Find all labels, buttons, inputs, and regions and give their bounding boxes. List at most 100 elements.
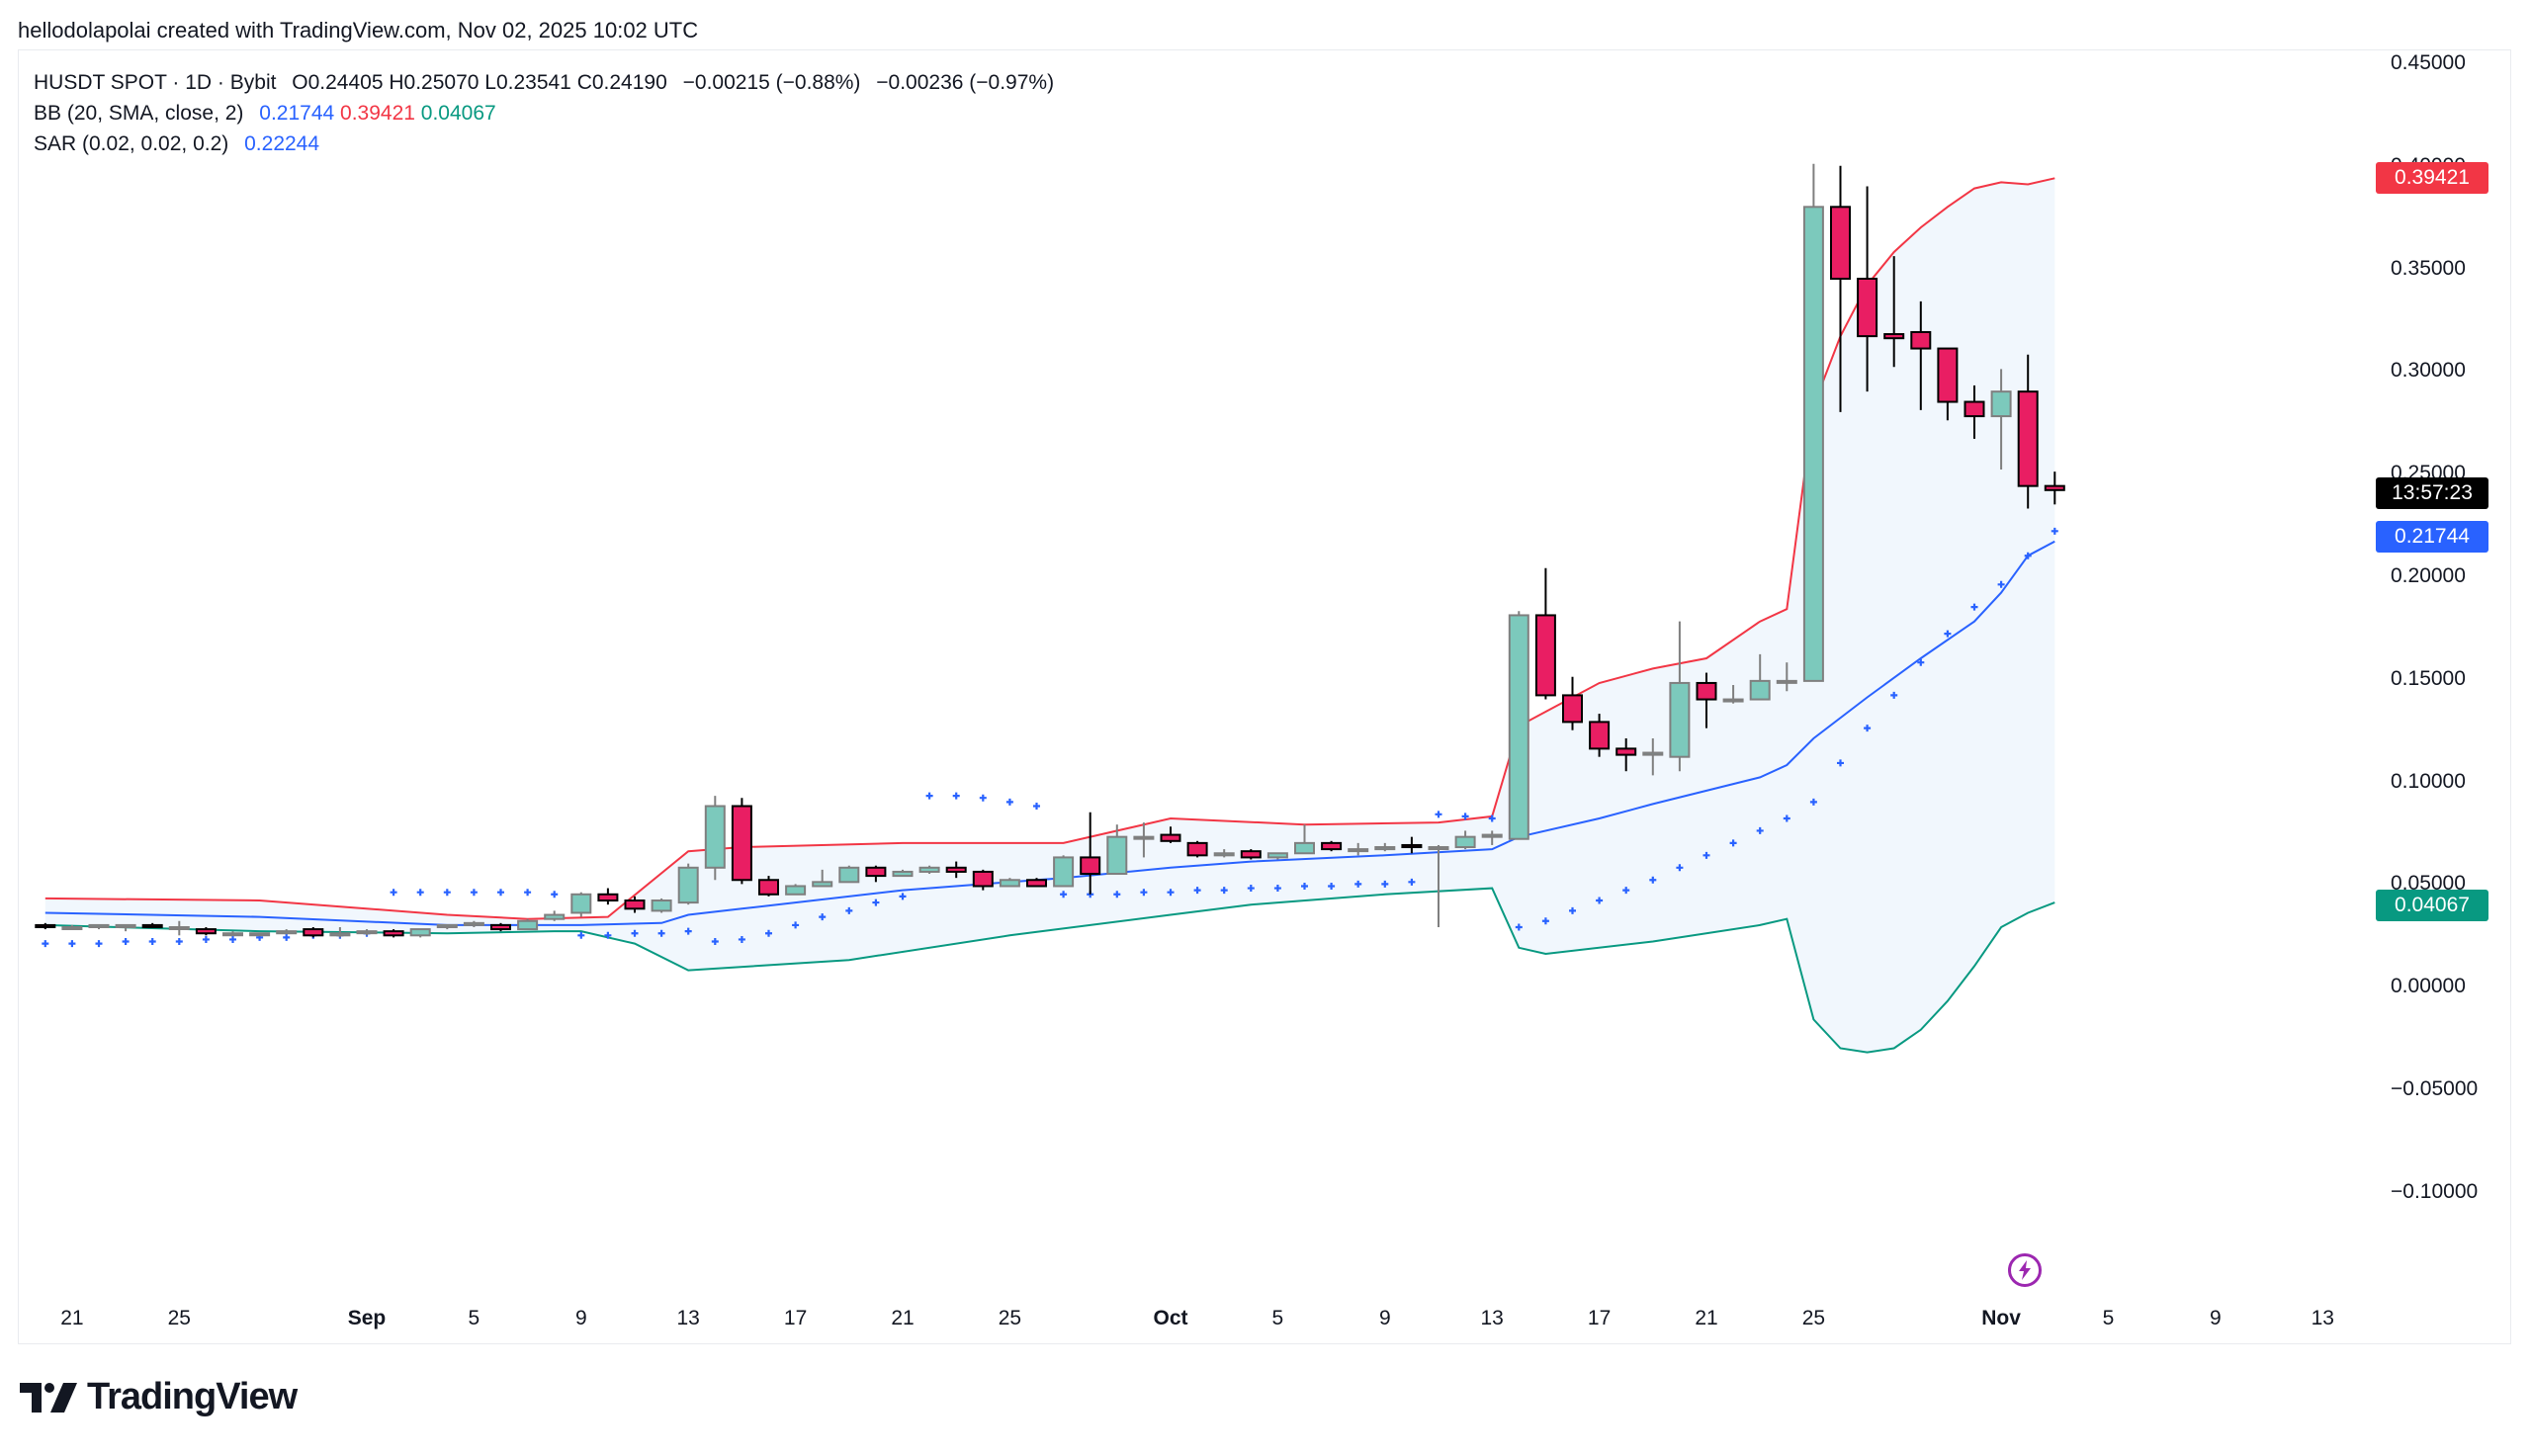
tradingview-logo-icon xyxy=(20,1382,77,1413)
sar-dot xyxy=(925,792,933,800)
sar-dot xyxy=(1515,923,1523,931)
candle-down xyxy=(1562,694,1583,724)
sar-dot xyxy=(1649,876,1657,884)
candle-down xyxy=(1615,747,1637,756)
bar-countdown-tag: 13:57:23 xyxy=(2376,476,2488,509)
candle-up xyxy=(61,925,83,930)
candle-up xyxy=(115,923,136,928)
tradingview-logo[interactable]: TradingView xyxy=(20,1376,298,1418)
sar-dot xyxy=(1997,580,2005,588)
candle-up xyxy=(1749,679,1771,701)
candle-down xyxy=(1240,850,1262,859)
sar-dot xyxy=(443,889,451,897)
sar-dot xyxy=(1596,897,1604,904)
sar-dot xyxy=(175,938,183,946)
change-value-2: −0.00236 (−0.97%) xyxy=(876,71,1055,94)
lightning-event-icon[interactable] xyxy=(2008,1253,2042,1287)
candle-up xyxy=(1133,835,1155,840)
candle-up xyxy=(785,885,807,896)
sar-dot xyxy=(283,933,291,941)
candle-down xyxy=(383,930,404,937)
price-tick: 0.00000 xyxy=(2391,975,2466,998)
sar-dot xyxy=(1354,880,1362,888)
price-tick: 0.45000 xyxy=(2391,51,2466,74)
sar-dot xyxy=(872,899,880,906)
sar-dot xyxy=(122,938,130,946)
time-tick: 5 xyxy=(2102,1307,2115,1329)
sar-dot xyxy=(765,929,772,937)
time-tick: 13 xyxy=(676,1307,700,1329)
candle-up xyxy=(704,805,726,869)
candle-up xyxy=(88,923,110,928)
candle-up xyxy=(892,870,914,878)
sar-dot xyxy=(711,938,719,946)
price-tick: 0.05000 xyxy=(2391,872,2466,896)
sar-dot xyxy=(1435,811,1442,818)
candle-down xyxy=(945,866,967,873)
sar-dot xyxy=(979,794,987,802)
sar-dot xyxy=(1328,882,1336,890)
sar-dot xyxy=(42,940,49,948)
time-tick: 13 xyxy=(1480,1307,1504,1329)
candle-up xyxy=(1106,835,1128,876)
tradingview-wordmark: TradingView xyxy=(87,1376,298,1417)
candle-up xyxy=(463,921,484,926)
candle-up xyxy=(918,866,940,873)
price-tick: 0.20000 xyxy=(2391,564,2466,587)
chart-credit: hellodolapolai created with TradingView.… xyxy=(18,18,699,43)
sar-dot xyxy=(1702,851,1710,859)
candle-down xyxy=(1321,841,1343,851)
chart-legend: HUSDT SPOT · 1D · Bybit O0.24405 H0.2507… xyxy=(34,67,1054,159)
time-tick: Sep xyxy=(347,1307,387,1329)
time-tick: 17 xyxy=(783,1307,808,1329)
symbol-row[interactable]: HUSDT SPOT · 1D · Bybit O0.24405 H0.2507… xyxy=(34,67,1054,98)
candle-up xyxy=(436,923,458,928)
time-tick: Nov xyxy=(1981,1307,2021,1329)
candle-up xyxy=(812,881,833,888)
bb-indicator-row[interactable]: BB (20, SMA, close, 2) 0.21744 0.39421 0… xyxy=(34,98,1054,128)
candle-down xyxy=(490,923,511,931)
ohlc-values: O0.24405 H0.25070 L0.23541 C0.24190 xyxy=(292,71,667,94)
time-tick: 21 xyxy=(60,1307,84,1329)
sar-dot xyxy=(738,935,745,943)
candle-down xyxy=(2017,390,2039,487)
candle-down xyxy=(1964,400,1985,418)
candle-up xyxy=(249,932,271,937)
sar-dot xyxy=(390,889,397,897)
candle-down xyxy=(303,928,324,937)
bb-lower-price-tag: 0.04067 xyxy=(2376,890,2488,922)
sar-dot xyxy=(1301,882,1308,890)
candle-up xyxy=(1348,848,1369,853)
time-tick: 9 xyxy=(574,1307,587,1329)
candle-down xyxy=(1883,333,1905,340)
candle-up xyxy=(1266,852,1288,859)
bb-basis-line xyxy=(44,540,2055,926)
candle-up xyxy=(1669,681,1691,758)
candle-down xyxy=(865,866,887,878)
sar-dot xyxy=(470,889,478,897)
time-tick: 13 xyxy=(2311,1307,2334,1329)
candle-up xyxy=(651,899,672,912)
sar-dot xyxy=(68,940,76,948)
sar-dot xyxy=(1461,813,1469,820)
sar-dot xyxy=(1970,603,1978,611)
sar-dot xyxy=(1273,885,1281,893)
bb-upper-price-tag: 0.39421 xyxy=(2376,161,2488,194)
symbol-label: HUSDT SPOT · 1D · Bybit xyxy=(34,71,277,94)
candle-up xyxy=(1802,206,1824,682)
sar-dot xyxy=(1060,891,1068,899)
candle-down xyxy=(195,928,217,935)
sar-dot xyxy=(952,792,960,800)
candle-down xyxy=(2044,484,2065,491)
sar-dot xyxy=(229,935,236,943)
candle-down xyxy=(1160,833,1181,842)
candle-down xyxy=(1857,277,1878,338)
sar-dot xyxy=(792,921,800,929)
sar-indicator-row[interactable]: SAR (0.02, 0.02, 0.2) 0.22244 xyxy=(34,128,1054,159)
candle-up xyxy=(1481,833,1503,838)
sar-dot xyxy=(1488,814,1496,822)
candle-up xyxy=(329,932,351,937)
candle-up xyxy=(838,866,860,884)
chart-frame[interactable] xyxy=(18,49,2511,1344)
